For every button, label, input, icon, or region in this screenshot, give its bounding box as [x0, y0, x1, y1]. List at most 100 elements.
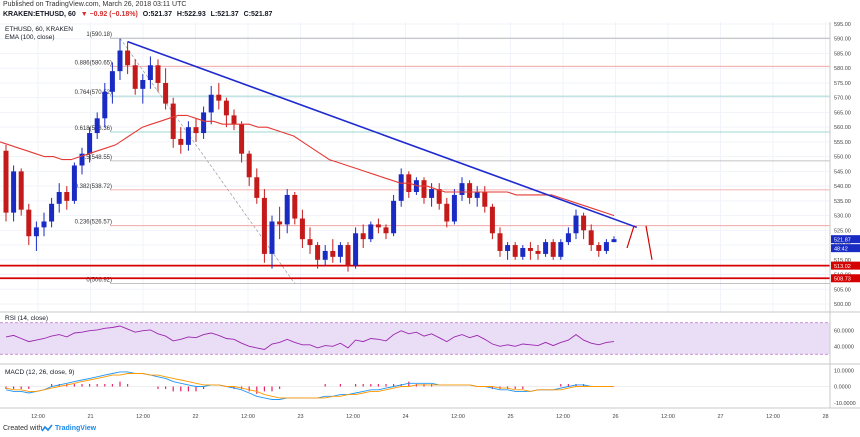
macd-tick-label: -10.0000: [834, 401, 856, 407]
candle-body: [596, 245, 602, 251]
time-tick-label: 24: [402, 414, 408, 420]
candle-body: [375, 224, 381, 228]
countdown-label: 48:42: [834, 246, 848, 252]
candle-body: [444, 203, 450, 222]
candle-body: [436, 189, 442, 204]
candle-body: [125, 50, 131, 66]
ohlc-readout: KRAKEN:ETHUSD, 60 ▼ −0.92 (−0.18%) O:521…: [3, 11, 275, 18]
candle-body: [208, 94, 214, 113]
candle-body: [535, 250, 541, 254]
candle-body: [269, 221, 275, 254]
macd-tick-label: 0.0000: [834, 385, 851, 391]
candle-body: [261, 197, 267, 254]
price-axis[interactable]: 595.00 590.00 585.00 580.00 575.00 570.00 565.…: [831, 22, 860, 308]
chart-area[interactable]: 1(590.18) 0.886(580.65) 0.764(570.52) 0.618…: [0, 22, 860, 422]
candle-body: [292, 194, 298, 219]
macd-tick-label: 10.0000: [834, 368, 854, 374]
candle-body: [482, 192, 488, 207]
candle-body: [421, 180, 427, 198]
candle-body: [71, 165, 77, 201]
price-tick-label: 595.00: [834, 22, 851, 28]
candle-body: [185, 127, 191, 145]
candle-body: [497, 233, 503, 251]
price-tick-label: 580.00: [834, 66, 851, 72]
price-tick-label: 555.00: [834, 140, 851, 146]
time-tick-label: 12:00: [451, 414, 465, 420]
fib-level-label: 0.236(526.57): [75, 220, 112, 226]
price-tick-label: 570.00: [834, 96, 851, 102]
candle-body: [26, 209, 32, 237]
candle-body: [603, 242, 609, 251]
macd-lines: [0, 371, 830, 400]
price-pane[interactable]: 1(590.18) 0.886(580.65) 0.764(570.52) 0.618…: [0, 22, 830, 408]
resistance-trendline: [127, 40, 638, 229]
candle-body: [345, 245, 351, 266]
low-value: L:521.37: [210, 11, 239, 18]
candle-body: [307, 239, 313, 246]
fib-level-label: 0.764(570.52): [75, 90, 112, 96]
candle-body: [246, 153, 252, 178]
time-tick-label: 12:00: [661, 414, 675, 420]
symbol-legend: ETHUSD, 60, KRAKEN: [5, 26, 73, 33]
ema-polyline: [0, 114, 615, 217]
indicator-axis[interactable]: 60.0000 40.0000 10.0000 0.0000 -10.0000: [834, 329, 856, 407]
candle-body: [581, 215, 587, 231]
fib-level-label: 0.618(558.36): [75, 126, 112, 132]
macd-pane[interactable]: MACD (12, 26, close, 9): [0, 365, 830, 408]
candle-body: [41, 221, 47, 228]
price-tick-label: 585.00: [834, 51, 851, 57]
candle-body: [201, 112, 207, 134]
candle-body: [543, 242, 549, 254]
candle-body: [398, 174, 404, 201]
fib-level-label: 0.382(538.72): [75, 184, 112, 190]
candle-body: [223, 100, 229, 116]
price-tick-label: 535.00: [834, 199, 851, 205]
last-price-badge: [831, 235, 860, 244]
price-tick-label: 590.00: [834, 37, 851, 43]
candle-body: [102, 91, 108, 119]
time-axis[interactable]: 12:00 21 12:00 22 12:00 23 12:00 24 12:00 25 12:00…: [31, 414, 828, 420]
candle-body: [353, 233, 359, 266]
symbol-line: KRAKEN:ETHUSD, 60: [3, 11, 76, 18]
price-tick-label: 525.00: [834, 228, 851, 234]
price-tick-label: 545.00: [834, 169, 851, 175]
candle-body: [94, 118, 100, 134]
last-price-label: 521.87: [834, 237, 851, 243]
candle-body: [337, 245, 343, 257]
rsi-band: [0, 322, 830, 355]
tradingview-brand: TradingView: [55, 425, 97, 432]
candle-body: [505, 245, 511, 251]
candle-body: [132, 65, 138, 89]
candle-body: [588, 230, 594, 246]
candle-body: [3, 150, 9, 213]
candle-body: [527, 248, 533, 251]
trendline: [127, 40, 638, 229]
signal-polyline: [5, 373, 614, 399]
candle-body: [178, 138, 184, 145]
candle-body: [512, 245, 518, 257]
candle-body: [277, 221, 283, 225]
time-tick-label: 21: [87, 414, 93, 420]
price-tick-label: 560.00: [834, 125, 851, 131]
candle-body: [322, 250, 328, 260]
candle-body: [49, 203, 55, 222]
support-price-label: 508.73: [834, 276, 851, 282]
macd-legend: MACD (12, 26, close, 9): [5, 369, 74, 376]
candle-body: [611, 239, 617, 243]
published-note: Published on TradingView.com, March 26, …: [3, 1, 187, 8]
price-tick-label: 500.00: [834, 302, 851, 308]
candle-body: [451, 194, 457, 222]
forecast-arrow-up: [626, 225, 635, 249]
candle-body: [11, 171, 17, 213]
rsi-pane[interactable]: RSI (14, close): [0, 313, 830, 364]
price-tick-label: 550.00: [834, 155, 851, 161]
change-value: ▼ −0.92 (−0.18%): [80, 11, 138, 18]
candle-body: [56, 192, 62, 204]
time-tick-label: 12:00: [766, 414, 780, 420]
candle-body: [155, 65, 161, 83]
candle-body: [565, 233, 571, 243]
candle-body: [474, 192, 480, 198]
candle-body: [429, 189, 435, 198]
time-tick-label: 23: [297, 414, 303, 420]
rsi-legend: RSI (14, close): [5, 315, 48, 322]
